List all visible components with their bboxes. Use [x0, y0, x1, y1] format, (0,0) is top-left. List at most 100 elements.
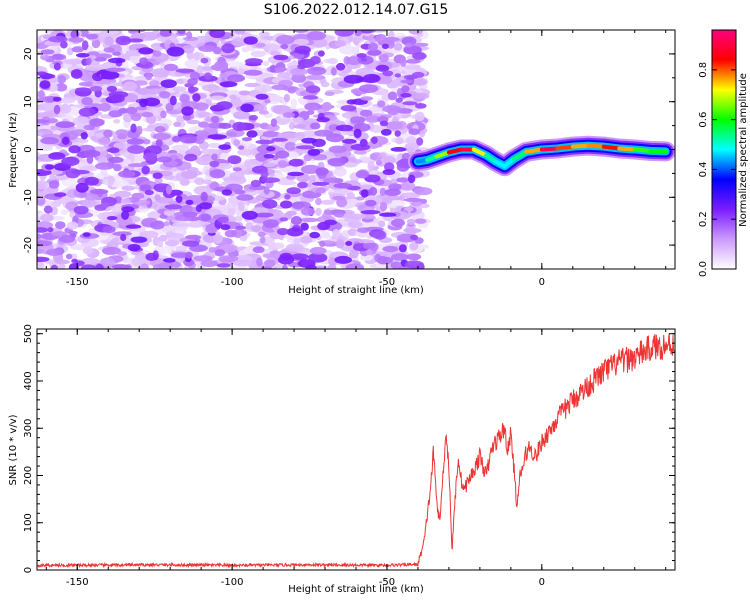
noise-blob [53, 104, 61, 115]
noise-blob [130, 236, 148, 243]
noise-blob [264, 259, 276, 268]
noise-blob [211, 153, 218, 161]
noise-blob [209, 30, 226, 38]
noise-blob [210, 115, 220, 123]
noise-blob [126, 106, 138, 115]
signal-ridge [407, 135, 675, 177]
noise-blob [218, 122, 232, 129]
noise-blob [400, 92, 412, 98]
noise-blob [44, 164, 55, 170]
y-tick-label: 400 [23, 371, 34, 390]
noise-blob [398, 244, 407, 253]
noise-blob [72, 116, 91, 127]
ridge-core-segment [471, 147, 489, 158]
noise-blob [160, 110, 167, 119]
noise-blob [198, 121, 209, 128]
y-tick-label: -10 [23, 189, 34, 205]
noise-blob [171, 144, 190, 152]
noise-blob [176, 78, 184, 84]
noise-blob [244, 82, 261, 88]
y-tick-label: 100 [23, 513, 34, 532]
noise-blob [342, 138, 357, 144]
noise-blob [207, 142, 222, 149]
noise-blob [266, 123, 280, 132]
noise-blob [315, 197, 322, 206]
noise-blob [209, 169, 226, 179]
noise-blob [248, 185, 267, 191]
noise-blob [59, 104, 72, 114]
x-tick-label: 0 [539, 277, 545, 288]
noise-blob [241, 137, 253, 142]
noise-blob [263, 154, 275, 159]
noise-blob [277, 228, 289, 236]
noise-blob [293, 238, 301, 244]
ridge-core-segment [570, 143, 591, 149]
colorbar: 0.0 0.2 0.4 0.6 0.8 Normalized spectral ampl… [698, 29, 749, 277]
noise-blob [283, 93, 290, 103]
noise-blob [401, 85, 410, 93]
noise-blob [85, 66, 103, 71]
noise-blob [50, 125, 59, 131]
noise-blob [73, 205, 89, 215]
noise-blob [159, 91, 171, 99]
noise-blob [60, 209, 69, 216]
noise-blob [332, 195, 346, 201]
noise-blob [270, 211, 286, 219]
noise-blob [175, 245, 187, 252]
noise-blob [414, 111, 425, 122]
noise-blob [112, 231, 132, 236]
noise-blob [280, 44, 289, 50]
x-tick-label: -50 [379, 577, 395, 588]
noise-blob [391, 218, 405, 227]
noise-blob [81, 198, 97, 208]
noise-blob [60, 40, 68, 49]
noise-blob [258, 110, 269, 115]
y-tick-label: 200 [23, 466, 34, 485]
noise-blob [227, 208, 235, 217]
y-tick-label: -20 [23, 237, 34, 253]
noise-blob [308, 174, 316, 184]
colorbar-tick-label: 0.2 [698, 211, 709, 227]
noise-blob [165, 185, 172, 195]
noise-blob [175, 195, 183, 204]
noise-blob [323, 209, 332, 216]
noise-blob [270, 118, 277, 127]
noise-blob [40, 54, 50, 61]
noise-blob [367, 161, 375, 171]
noise-blob [365, 115, 381, 123]
noise-blob [165, 102, 174, 112]
noise-blob [272, 105, 291, 115]
noise-blob [262, 199, 278, 209]
noise-blob [231, 37, 247, 47]
noise-blob [307, 148, 321, 156]
noise-blob [288, 121, 296, 130]
noise-blob [306, 31, 327, 41]
noise-blob [315, 207, 322, 216]
noise-blob [224, 229, 237, 238]
noise-blob [54, 192, 67, 198]
noise-blob [295, 145, 316, 150]
noise-blob [375, 64, 390, 72]
colorbar-gradient [712, 30, 736, 269]
noise-blob [346, 213, 367, 220]
noise-blob [306, 74, 326, 80]
noise-blob [285, 243, 304, 252]
noise-blob [269, 65, 277, 73]
noise-blob [299, 236, 313, 244]
noise-blob [216, 101, 233, 110]
noise-blob [110, 93, 125, 103]
noise-blob [40, 137, 60, 145]
noise-blob [248, 114, 258, 121]
noise-blob [81, 264, 96, 269]
noise-blob [68, 263, 79, 269]
noise-blob [376, 220, 386, 228]
noise-blob [280, 200, 293, 209]
spectrogram-ylabel: Frequency (Hz) [8, 112, 19, 188]
noise-blob [371, 136, 378, 144]
noise-blob [368, 42, 378, 52]
noise-blob [288, 158, 304, 167]
noise-blob [396, 177, 409, 183]
noise-blob [181, 106, 194, 116]
noise-blob [309, 56, 321, 65]
noise-blob [327, 264, 337, 269]
